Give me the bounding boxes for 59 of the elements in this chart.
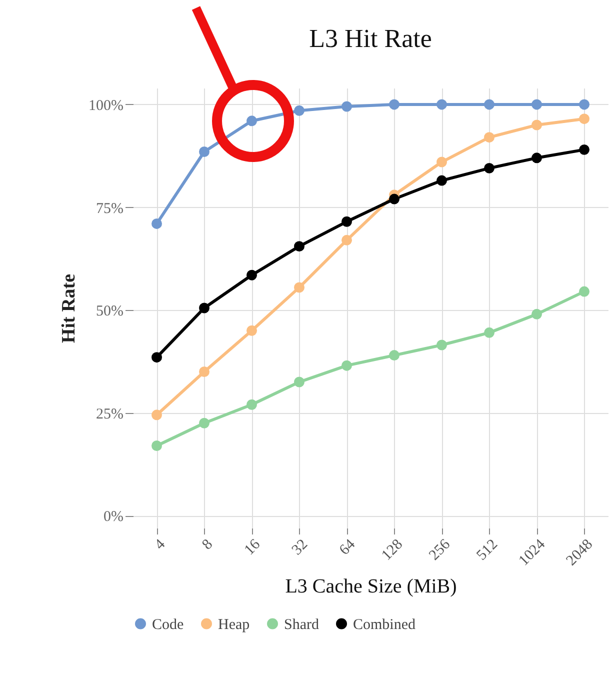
point <box>152 440 162 451</box>
point <box>246 325 257 336</box>
x-axis-title: L3 Cache Size (MiB) <box>285 575 457 598</box>
point <box>579 99 590 110</box>
point <box>294 376 304 388</box>
y-tick-label: 100% <box>88 98 124 114</box>
point <box>246 116 257 126</box>
point <box>484 327 494 338</box>
y-tick-label: 0% <box>104 509 124 526</box>
point <box>436 99 447 110</box>
point <box>389 194 400 204</box>
point <box>294 105 304 116</box>
point <box>342 360 352 371</box>
point <box>152 410 162 420</box>
point <box>436 156 447 168</box>
point <box>484 99 494 110</box>
x-tick-label: 256 <box>426 536 454 564</box>
point <box>579 114 590 124</box>
y-axis-title: Hit Rate <box>58 274 80 344</box>
x-tick-label: 128 <box>378 536 406 564</box>
point <box>294 282 304 293</box>
y-tick-label: 50% <box>96 304 124 320</box>
legend-label: Combined <box>353 616 416 633</box>
point <box>342 234 352 246</box>
point <box>246 270 257 280</box>
point <box>199 418 210 428</box>
point <box>579 144 590 155</box>
point <box>389 350 400 361</box>
point <box>484 162 494 174</box>
legend-label: Shard <box>284 616 320 633</box>
point <box>152 218 162 229</box>
point <box>389 99 400 110</box>
point <box>436 175 447 186</box>
chart-title: L3 Hit Rate <box>309 24 432 53</box>
x-tick-label: 512 <box>474 536 502 564</box>
x-tick-label: 4 <box>152 536 169 554</box>
point <box>532 308 542 320</box>
point <box>294 241 304 252</box>
point <box>532 120 542 130</box>
point <box>342 101 352 112</box>
x-tick-label: 64 <box>336 536 359 558</box>
legend-label: Code <box>152 616 184 633</box>
point <box>342 216 352 227</box>
legend-label: Heap <box>218 616 250 633</box>
x-tick-label: 32 <box>289 536 312 558</box>
point <box>199 146 210 157</box>
point <box>484 132 494 143</box>
point <box>579 286 590 297</box>
x-tick-label: 16 <box>242 536 264 558</box>
x-tick-label: 8 <box>199 536 216 554</box>
point <box>199 302 210 314</box>
y-tick-label: 25% <box>96 406 124 422</box>
point <box>199 366 210 377</box>
point <box>246 399 257 410</box>
point <box>532 152 542 164</box>
point <box>532 99 542 110</box>
y-tick-label: 75% <box>96 200 124 217</box>
point <box>436 340 447 350</box>
point <box>152 352 162 363</box>
